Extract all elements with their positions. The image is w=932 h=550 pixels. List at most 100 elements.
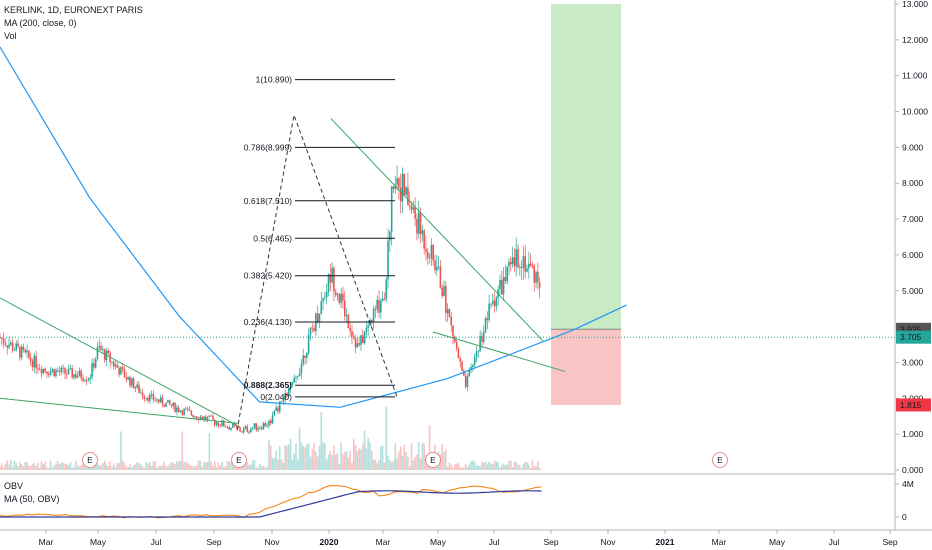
volume-bar [369, 442, 371, 470]
candle-body [293, 377, 296, 383]
candle-body [380, 301, 382, 313]
volume-bar [495, 461, 498, 470]
volume-bar [394, 443, 397, 470]
volume-bar [443, 451, 445, 470]
candle-body [75, 374, 77, 378]
volume-bar [331, 454, 333, 470]
volume-bar [417, 442, 420, 470]
volume-bar [475, 465, 478, 470]
candle-body [304, 355, 306, 358]
fib-level-label: 0.786(8.999) [244, 142, 292, 152]
volume-bar [354, 444, 357, 470]
candle-body [526, 268, 528, 272]
candle-body [2, 338, 5, 344]
price-badge-bg [896, 330, 931, 344]
candle-body [185, 408, 187, 410]
volume-bar [224, 466, 227, 470]
fib-anchor-path[interactable] [236, 113, 398, 431]
earnings-marker-circle [82, 452, 98, 468]
volume-bar [385, 406, 388, 470]
volume-bar [159, 466, 162, 470]
volume-bar [98, 465, 101, 470]
volume-bar [260, 466, 263, 470]
volume-bar [468, 464, 471, 470]
profit-zone[interactable] [551, 4, 621, 330]
candle-body [116, 364, 119, 368]
earnings-marker[interactable]: E [425, 452, 441, 468]
candle-body [179, 410, 182, 412]
candle-body [504, 277, 507, 282]
volume-bar [322, 441, 324, 470]
volume-bar [262, 466, 265, 470]
trend-line[interactable] [0, 397, 239, 424]
volume-bar [181, 431, 184, 470]
candle-body [360, 335, 362, 345]
candle-body [71, 368, 73, 378]
candle-body [367, 325, 370, 328]
candle-body [217, 422, 220, 426]
volume-bar [11, 466, 14, 470]
candle-body [407, 187, 409, 206]
trend-line[interactable] [330, 118, 544, 342]
candle-body [325, 292, 328, 298]
candle-body [311, 327, 314, 329]
candle-body [437, 266, 440, 268]
candle-body [100, 345, 102, 351]
fib-level-label: 0.618(7.510) [244, 196, 292, 206]
candle-body [295, 376, 297, 378]
earnings-marker-label: E [430, 455, 436, 465]
candle-body [450, 316, 453, 326]
volume-bar [286, 445, 288, 470]
obv-line[interactable] [0, 485, 542, 519]
volume-bar [298, 427, 301, 470]
candle-body [275, 407, 277, 411]
price-badge: 1.815 [896, 398, 931, 412]
time-tick-label: Mar [39, 537, 54, 547]
loss-zone[interactable] [551, 329, 621, 405]
volume-bar [176, 460, 178, 470]
earnings-marker[interactable]: E [82, 452, 98, 468]
candle-body [435, 266, 438, 271]
price-badge-label: 1.815 [900, 400, 922, 410]
candle-body [49, 371, 52, 375]
earnings-marker[interactable]: E [231, 452, 247, 468]
volume-bar [13, 460, 16, 470]
candle-body [228, 427, 231, 430]
price-tick-label: 7.000 [902, 214, 924, 224]
volume-bar [446, 466, 449, 470]
volume-bar [10, 460, 12, 470]
volume-bar [520, 467, 523, 470]
volume-bar [177, 461, 180, 470]
candle-body [239, 427, 241, 432]
volume-bar [174, 463, 176, 470]
time-tick-label: Jul [489, 537, 500, 547]
volume-bar [127, 467, 129, 470]
candle-body [64, 367, 66, 374]
candle-body [226, 427, 229, 428]
volume-bar [80, 465, 83, 470]
volume-bar [226, 461, 229, 470]
candle-body [19, 346, 21, 358]
candle-body [385, 279, 388, 299]
candle-body [262, 423, 265, 430]
volume-bar [522, 463, 525, 470]
earnings-marker[interactable]: E [712, 452, 728, 468]
ma-200-line[interactable] [0, 46, 627, 408]
candle-body [33, 355, 36, 368]
candle-body [354, 338, 357, 348]
candle-body [365, 327, 368, 332]
candle-body [352, 336, 355, 339]
volume-bar [529, 467, 532, 470]
obv-ma-line[interactable] [0, 490, 542, 518]
volume-bar [538, 467, 541, 470]
trend-line[interactable] [432, 331, 566, 372]
candle-body [445, 286, 447, 314]
candle-body [26, 350, 28, 353]
volume-bar [470, 461, 472, 470]
trend-line[interactable] [0, 297, 241, 428]
candle-body [85, 380, 88, 382]
candle-body [4, 343, 7, 346]
candle-body [78, 370, 81, 377]
candle-body [29, 357, 32, 361]
